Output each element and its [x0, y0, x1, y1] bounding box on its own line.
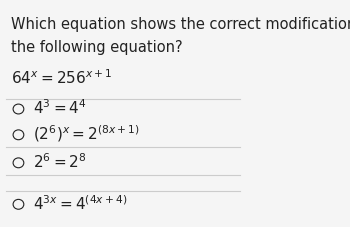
Text: the following equation?: the following equation? [11, 39, 183, 54]
Text: $64^x = 256^{x+1}$: $64^x = 256^{x+1}$ [11, 69, 113, 87]
Text: $4^3 = 4^4$: $4^3 = 4^4$ [33, 99, 87, 117]
Text: $2^6 = 2^8$: $2^6 = 2^8$ [33, 152, 87, 171]
Text: $(2^6)^x = 2^{(8x+1)}$: $(2^6)^x = 2^{(8x+1)}$ [33, 123, 140, 144]
Text: $4^{3x} = 4^{(4x+4)}$: $4^{3x} = 4^{(4x+4)}$ [33, 194, 127, 212]
Text: Which equation shows the correct modification of: Which equation shows the correct modific… [11, 17, 350, 32]
